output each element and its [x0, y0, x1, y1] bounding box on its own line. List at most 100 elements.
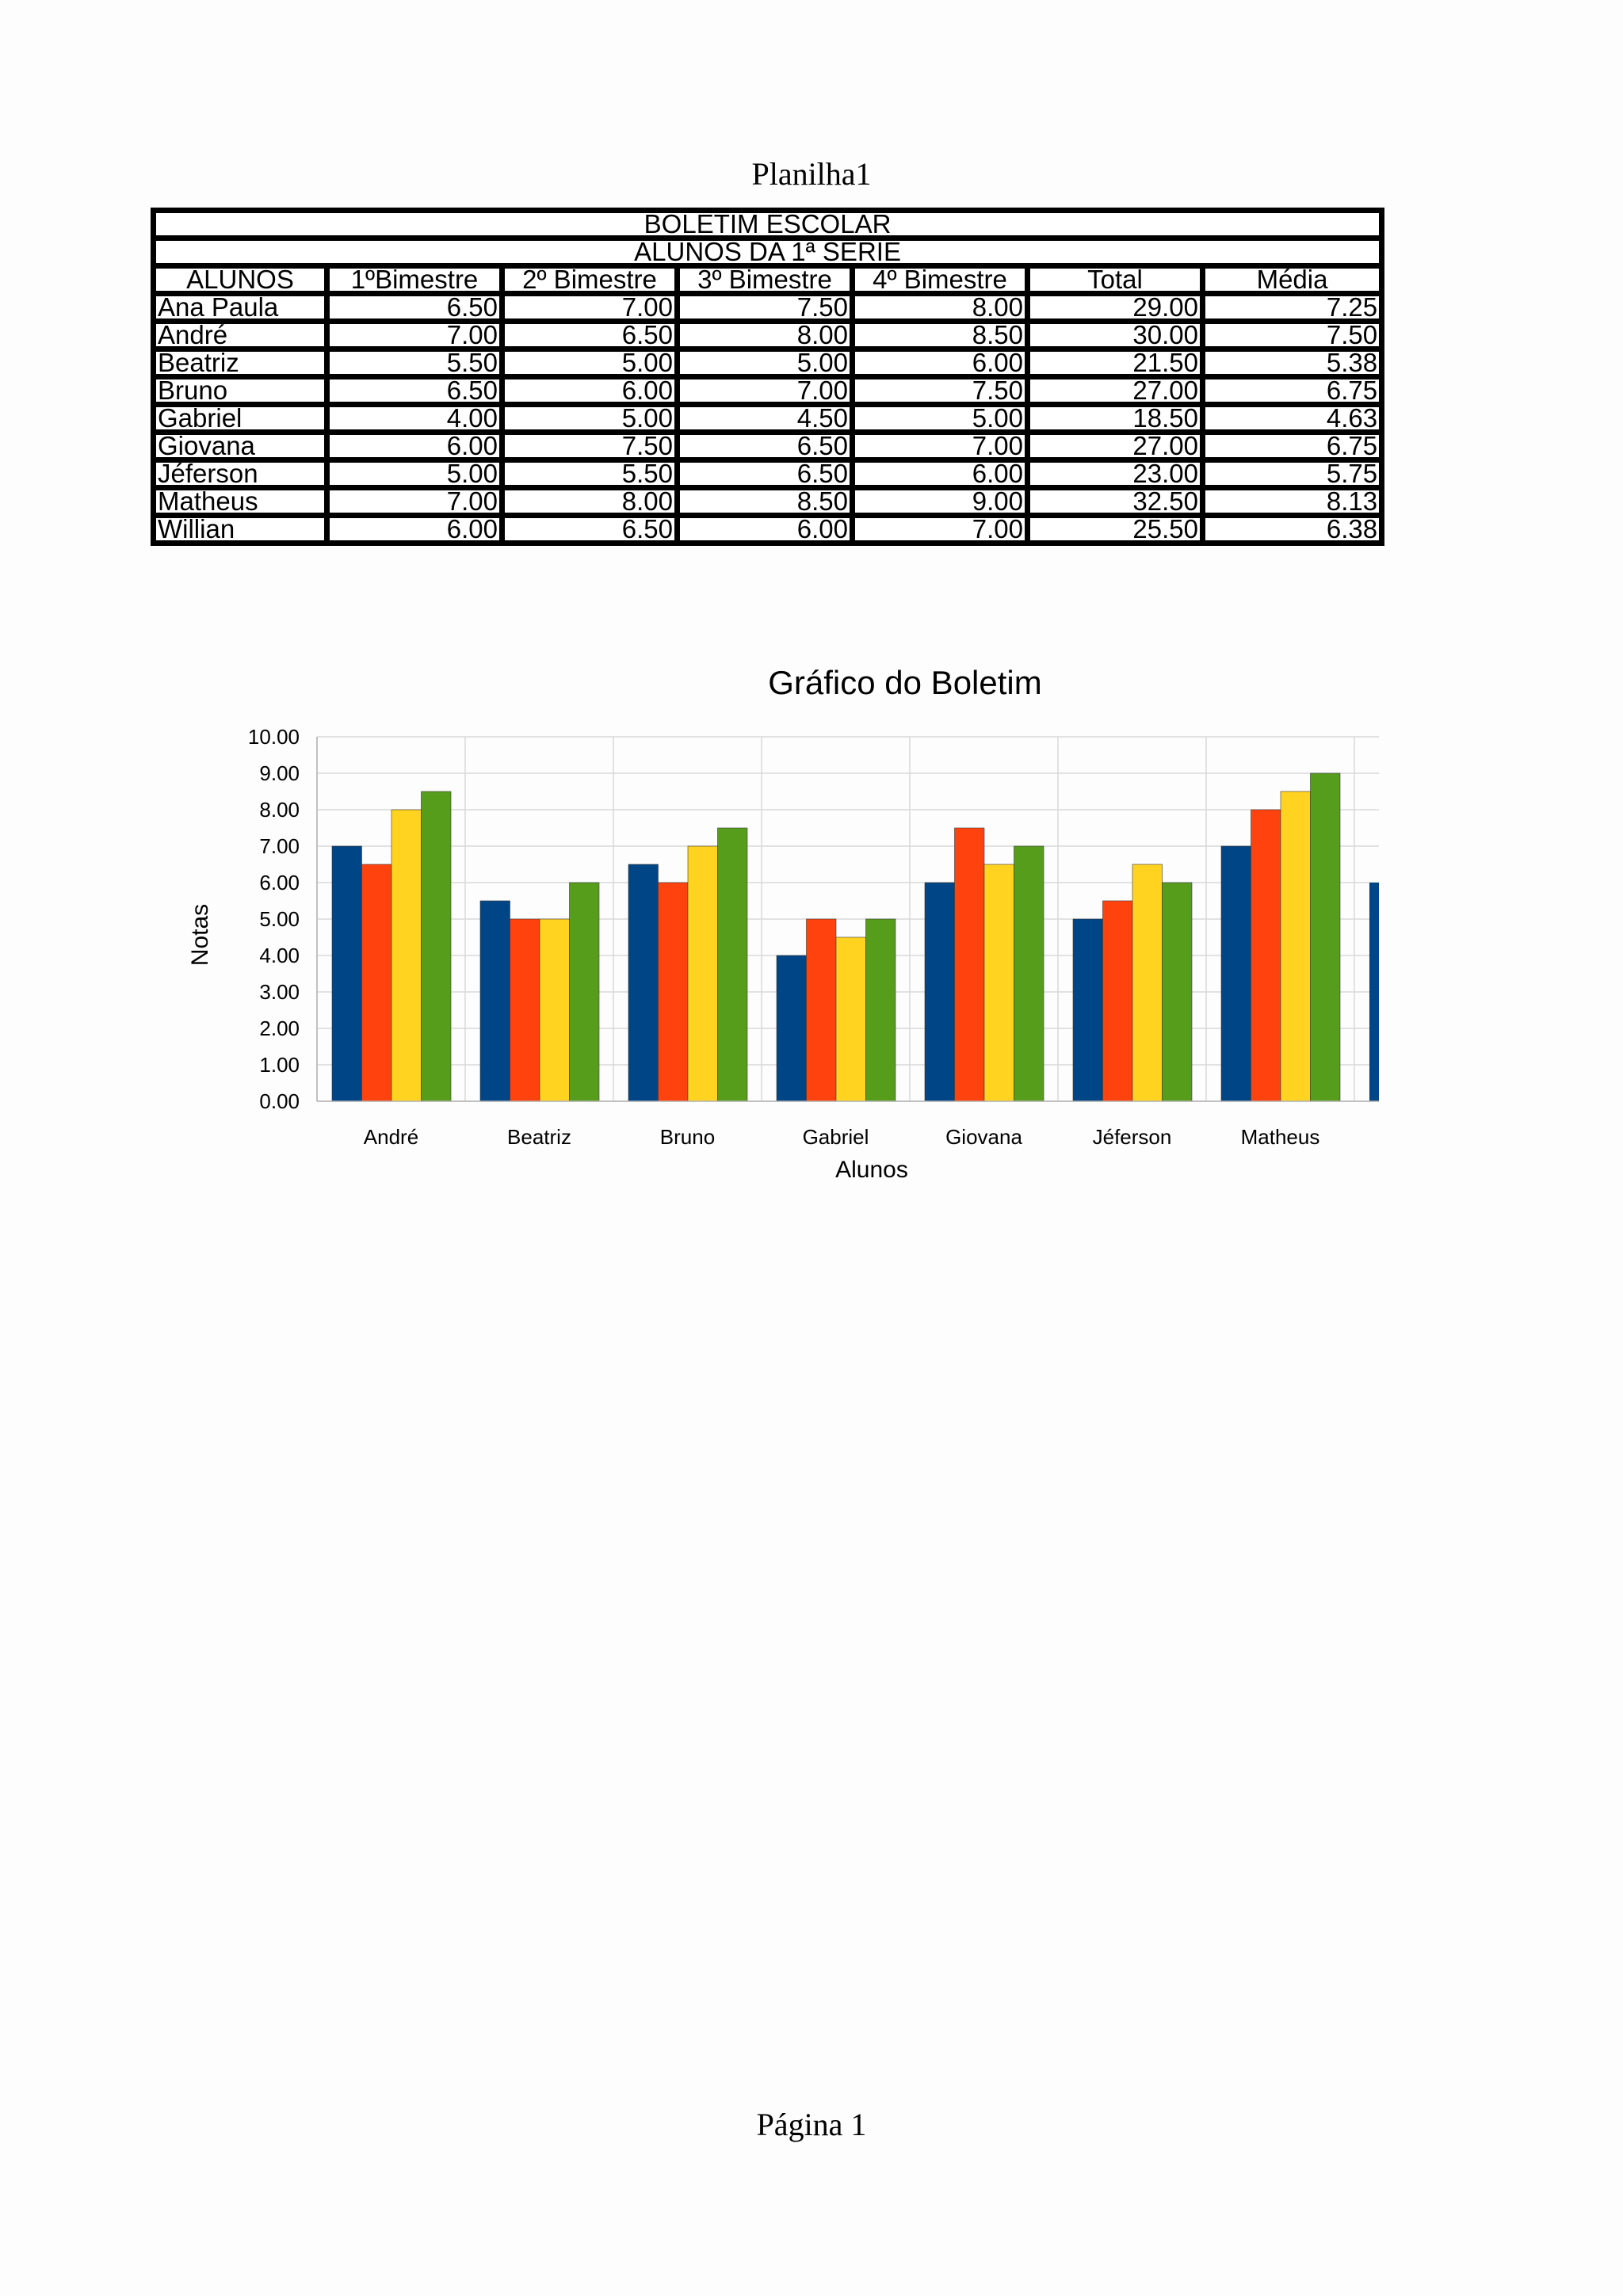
bar — [361, 864, 392, 1102]
y-tick-label: 3.00 — [259, 980, 300, 1004]
grade-cell: 7.50 — [674, 291, 855, 324]
grade-cell: 5.38 — [1199, 346, 1385, 379]
grade-cell: 32.50 — [1025, 485, 1205, 518]
grade-cell: 29.00 — [1025, 291, 1205, 324]
table-row: Giovana 6.00 7.50 6.50 7.00 27.00 6.75 — [151, 429, 1385, 463]
bar — [924, 882, 955, 1102]
grade-cell: 18.50 — [1025, 402, 1205, 435]
grade-cell: 6.50 — [674, 429, 855, 463]
student-name-cell: Willian — [151, 513, 330, 546]
grade-cell: 27.00 — [1025, 374, 1205, 407]
student-name-cell: Giovana — [151, 429, 330, 463]
bar — [835, 936, 866, 1102]
bar — [510, 918, 540, 1102]
y-tick-label: 10.00 — [248, 725, 300, 749]
table-row: Beatriz 5.50 5.00 5.00 6.00 21.50 5.38 — [151, 346, 1385, 379]
grade-cell: 7.00 — [850, 429, 1030, 463]
x-tick-label: Bruno — [660, 1125, 715, 1149]
y-tick-label: 1.00 — [259, 1053, 300, 1077]
table-row: Willian 6.00 6.50 6.00 7.00 25.50 6.38 — [151, 513, 1385, 546]
grade-cell: 8.00 — [674, 318, 855, 352]
grade-cell: 9.00 — [850, 485, 1030, 518]
y-tick-label: 7.00 — [259, 834, 300, 858]
grade-cell: 25.50 — [1025, 513, 1205, 546]
grade-cell: 5.50 — [499, 457, 680, 490]
x-tick-label: André — [364, 1125, 418, 1149]
student-name-cell: Ana Paula — [151, 291, 330, 324]
table-row: Gabriel 4.00 5.00 4.50 5.00 18.50 4.63 — [151, 402, 1385, 435]
bar — [983, 864, 1014, 1102]
table-row: Matheus 7.00 8.00 8.50 9.00 32.50 8.13 — [151, 485, 1385, 518]
bar — [1220, 845, 1251, 1102]
bar — [658, 882, 689, 1102]
grade-cell: 30.00 — [1025, 318, 1205, 352]
chart-title: Gráfico do Boletim — [768, 666, 1041, 701]
grade-cell: 7.25 — [1199, 291, 1385, 324]
grade-cell: 6.75 — [1199, 429, 1385, 463]
y-tick-label: 8.00 — [259, 798, 300, 822]
table-row: Ana Paula 6.50 7.00 7.50 8.00 29.00 7.25 — [151, 291, 1385, 324]
grade-cell: 8.50 — [674, 485, 855, 518]
grade-cell: 7.00 — [850, 513, 1030, 546]
student-name-cell: Jéferson — [151, 457, 330, 490]
grade-cell: 8.00 — [499, 485, 680, 518]
bar — [479, 900, 510, 1102]
student-name-cell: Matheus — [151, 485, 330, 518]
bar — [1072, 918, 1103, 1102]
grade-cell: 6.00 — [324, 513, 505, 546]
grade-cell: 5.00 — [674, 346, 855, 379]
table-row: Bruno 6.50 6.00 7.00 7.50 27.00 6.75 — [151, 374, 1385, 407]
table-row: André 7.00 6.50 8.00 8.50 30.00 7.50 — [151, 318, 1385, 352]
grade-cell: 7.00 — [674, 374, 855, 407]
column-header: Total — [1025, 263, 1205, 296]
column-header: Média — [1199, 263, 1385, 296]
grade-cell: 8.00 — [850, 291, 1030, 324]
grade-cell: 7.00 — [324, 485, 505, 518]
grade-cell: 4.00 — [324, 402, 505, 435]
bar — [391, 809, 422, 1102]
grade-cell: 7.50 — [1199, 318, 1385, 352]
grade-cell: 4.63 — [1199, 402, 1385, 435]
bar — [776, 955, 807, 1102]
grade-cell: 6.00 — [674, 513, 855, 546]
report-chart: 0.00 1.00 2.00 3.00 4.00 5.00 6.00 7.00 8.00 9.00… — [187, 666, 1379, 1183]
bar — [1014, 845, 1044, 1102]
grade-cell: 6.00 — [324, 429, 505, 463]
column-header: 1ºBimestre — [324, 263, 505, 296]
grade-cell: 8.13 — [1199, 485, 1385, 518]
column-header: 3º Bimestre — [674, 263, 855, 296]
table-header-row: ALUNOS 1ºBimestre 2º Bimestre 3º Bimestre 4º… — [151, 263, 1385, 296]
student-name-cell: André — [151, 318, 330, 352]
bar — [628, 864, 659, 1102]
bar — [954, 827, 985, 1102]
page-footer: Página 1 — [756, 2107, 867, 2142]
x-axis-label: Alunos — [835, 1157, 908, 1183]
grade-cell: 5.50 — [324, 346, 505, 379]
grade-cell: 7.50 — [499, 429, 680, 463]
x-tick-label: Beatriz — [507, 1125, 571, 1149]
sheet-title: Planilha1 — [751, 156, 872, 192]
bar — [806, 918, 837, 1102]
grade-cell: 6.50 — [324, 291, 505, 324]
student-name-cell: Beatriz — [151, 346, 330, 379]
column-header: 4º Bimestre — [850, 263, 1030, 296]
grade-cell: 6.00 — [499, 374, 680, 407]
table-row: Jéferson 5.00 5.50 6.50 6.00 23.00 5.75 — [151, 457, 1385, 490]
bar — [1162, 882, 1193, 1102]
grade-cell: 6.50 — [499, 513, 680, 546]
grade-cell: 6.50 — [499, 318, 680, 352]
y-tick-label: 4.00 — [259, 944, 300, 967]
grade-cell: 8.50 — [850, 318, 1030, 352]
column-header: ALUNOS — [151, 263, 330, 296]
report-card-table: BOLETIM ESCOLAR ALUNOS DA 1ª SÉRIE ALUNO… — [150, 208, 1385, 546]
x-tick-label: Giovana — [945, 1125, 1022, 1149]
grade-cell: 6.75 — [1199, 374, 1385, 407]
x-tick-label: Jéferson — [1093, 1125, 1172, 1149]
grade-cell: 5.00 — [499, 346, 680, 379]
grade-cell: 5.00 — [499, 402, 680, 435]
y-tick-label: 0.00 — [259, 1089, 300, 1113]
grade-cell: 6.00 — [850, 457, 1030, 490]
grade-cell: 7.00 — [499, 291, 680, 324]
bar — [1280, 791, 1311, 1102]
x-tick-label: Gabriel — [803, 1125, 869, 1149]
